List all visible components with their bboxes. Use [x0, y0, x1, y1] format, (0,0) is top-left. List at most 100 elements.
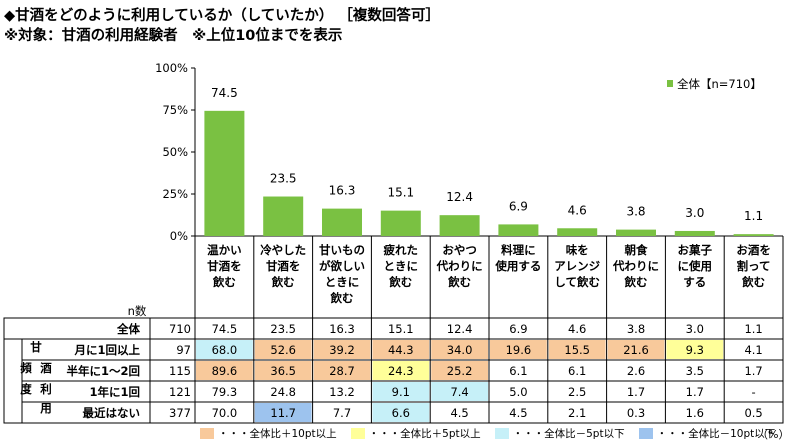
table-cell: 24.8 [270, 385, 296, 399]
category-label: 甘酒を [207, 259, 242, 273]
bar [498, 224, 539, 236]
highlight-cell [254, 340, 312, 359]
category-label: 飲む [271, 275, 295, 289]
legend-label: 全体【n=710】 [677, 77, 762, 91]
y-tick-label: 0% [170, 229, 188, 243]
chart-subtitle: ※対象：甘酒の利用経験者 ※上位10位までを表示 [4, 28, 343, 44]
category-label: ときに [384, 259, 419, 273]
highlight-cell [372, 361, 430, 380]
bar-value-label: 16.3 [329, 184, 356, 198]
bar-value-label: 23.5 [270, 172, 297, 186]
category-label: ときに [325, 275, 360, 289]
bar [380, 210, 421, 236]
highlight-legend: ・・・全体比＋10pt以上 ・・・全体比＋5pt以上 ・・・全体比－5pt以下 ・・・… [200, 426, 775, 441]
bar [557, 228, 598, 236]
highlight-legend-item: ・・・全体比－10pt以下 [638, 426, 775, 441]
category-label: 飲む [447, 275, 471, 289]
group-label-char: 度 [20, 382, 32, 396]
category-label: 料理に [501, 243, 536, 257]
highlight-swatch [638, 428, 653, 439]
unit-label: （%） [757, 428, 790, 441]
table-cell: 4.6 [568, 322, 586, 336]
highlight-cell [666, 340, 724, 359]
table-cell: 13.2 [329, 385, 355, 399]
table-cell: 44.3 [388, 343, 414, 357]
highlight-legend-item: ・・・全体比－5pt以下 [494, 426, 625, 441]
table-cell: 9.1 [392, 385, 410, 399]
table-cell: 23.5 [270, 322, 296, 336]
highlight-cell [548, 340, 606, 359]
category-label: 飲む [741, 275, 765, 289]
row-label: 最近はない [83, 406, 141, 420]
chart-title: ◆甘酒をどのように利用しているか（していたか） ［複数回答可］ [4, 8, 440, 24]
table-cell: 1.1 [744, 322, 762, 336]
y-tick-label: 25% [162, 187, 188, 201]
table-cell: 1.7 [627, 385, 645, 399]
n-value: 377 [169, 406, 191, 420]
table-cell: 6.1 [568, 364, 586, 378]
highlight-cell [372, 340, 430, 359]
row-label: 全体 [116, 322, 140, 336]
highlight-cell [313, 340, 371, 359]
row-label: 半年に1～2回 [66, 364, 140, 378]
highlight-cell [196, 361, 253, 380]
highlight-legend-item: ・・・全体比＋10pt以上 [200, 426, 337, 441]
category-label: が欲しい [319, 259, 365, 273]
row-label: 1年に1回 [89, 385, 140, 399]
highlight-cell [254, 361, 312, 380]
table-cell: 0.5 [744, 406, 762, 420]
highlight-swatch [200, 428, 214, 439]
group-label-char: 酒 [40, 361, 52, 375]
table-cell: 11.7 [270, 406, 296, 420]
category-label: 甘酒を [266, 259, 301, 273]
bar [674, 230, 715, 236]
table-cell: 7.7 [333, 406, 351, 420]
table-cell: 9.3 [686, 343, 704, 357]
table-cell: 3.8 [627, 322, 645, 336]
table-cell: 4.5 [509, 406, 527, 420]
highlight-cell [490, 340, 547, 359]
category-label: お菓子 [678, 243, 713, 257]
category-label: 代わりに [612, 259, 659, 273]
highlight-cell [254, 403, 312, 422]
table-cell: 15.1 [388, 322, 414, 336]
table-cell: 12.4 [447, 322, 473, 336]
table-cell: 1.7 [686, 385, 704, 399]
n-value: 121 [169, 385, 191, 399]
bar [439, 215, 480, 236]
n-header: n数 [128, 304, 147, 318]
table-cell: 21.6 [623, 343, 649, 357]
table-cell: 24.3 [388, 364, 414, 378]
category-label: 疲れた [384, 243, 419, 257]
table-cell: 2.5 [568, 385, 586, 399]
bar-value-label: 3.0 [685, 206, 704, 220]
y-tick-label: 75% [162, 103, 188, 117]
category-label: 味を [566, 243, 589, 257]
category-label: する [683, 275, 706, 289]
table-cell: 7.4 [450, 385, 468, 399]
table-cell: 79.3 [212, 385, 238, 399]
y-tick-label: 100% [155, 61, 188, 75]
highlight-cell [431, 382, 488, 401]
table-cell: 3.0 [686, 322, 704, 336]
category-label: アレンジ [554, 259, 600, 273]
category-label: 飲む [212, 275, 236, 289]
legend-swatch [667, 80, 673, 87]
category-label: お酒を [736, 243, 771, 257]
bar [616, 229, 656, 236]
bar [733, 234, 774, 236]
y-tick-label: 50% [162, 145, 188, 159]
group-label-char: 用 [39, 401, 52, 415]
table-cell: 6.6 [392, 406, 410, 420]
category-label: 温かい [207, 243, 242, 257]
category-label: に使用 [678, 259, 713, 273]
bar [204, 110, 245, 236]
bar-value-label: 15.1 [387, 186, 414, 200]
n-value: 115 [169, 364, 191, 378]
table-cell: 74.5 [212, 322, 238, 336]
bar [263, 196, 304, 236]
category-label: 代わりに [436, 259, 483, 273]
highlight-legend-label: ・・・全体比－5pt以下 [512, 428, 625, 440]
table-cell: 1.6 [686, 406, 704, 420]
